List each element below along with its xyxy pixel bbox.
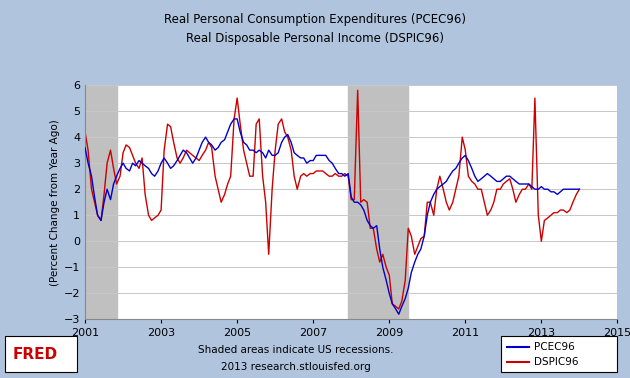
Text: PCEC96: PCEC96 bbox=[534, 342, 575, 352]
Text: Real Personal Consumption Expenditures (PCEC96): Real Personal Consumption Expenditures (… bbox=[164, 13, 466, 26]
Text: Real Disposable Personal Income (DSPIC96): Real Disposable Personal Income (DSPIC96… bbox=[186, 32, 444, 45]
Y-axis label: (Percent Change from Year Ago): (Percent Change from Year Ago) bbox=[50, 119, 59, 286]
Bar bbox=[348, 85, 408, 319]
Text: Shaded areas indicate US recessions.: Shaded areas indicate US recessions. bbox=[198, 345, 394, 355]
Text: 2013 research.stlouisfed.org: 2013 research.stlouisfed.org bbox=[221, 362, 371, 372]
Text: FRED: FRED bbox=[13, 347, 58, 362]
Text: DSPIC96: DSPIC96 bbox=[534, 357, 578, 367]
Bar bbox=[85, 85, 117, 319]
